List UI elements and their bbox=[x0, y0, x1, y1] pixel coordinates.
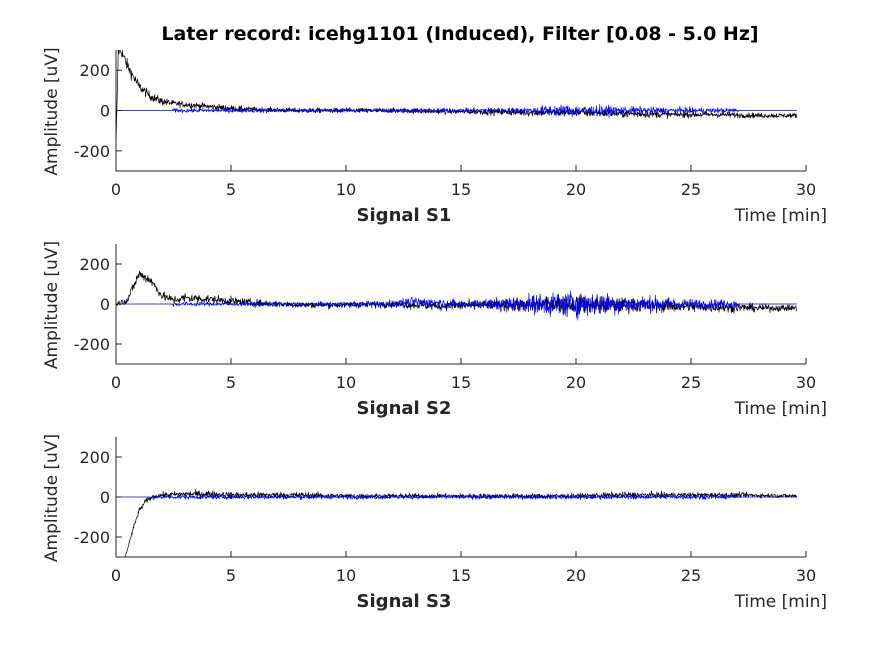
subplot-title: Signal S1 bbox=[357, 205, 452, 226]
x-tick-label: 20 bbox=[566, 566, 586, 585]
y-tick-label: 200 bbox=[79, 448, 110, 467]
x-tick-label: 30 bbox=[796, 566, 816, 585]
x-tick-label: 30 bbox=[796, 180, 816, 199]
x-tick-label: 15 bbox=[451, 180, 471, 199]
y-tick-label: 200 bbox=[79, 255, 110, 274]
series-line-black bbox=[116, 50, 798, 147]
series-line-black bbox=[116, 270, 797, 315]
figure-title: Later record: icehg1101 (Induced), Filte… bbox=[161, 23, 758, 45]
x-axis-label: Time [min] bbox=[734, 592, 827, 612]
series-group bbox=[116, 270, 797, 321]
y-axis-label: Amplitude [uV] bbox=[42, 47, 62, 175]
series-group bbox=[116, 488, 798, 557]
x-tick-label: 5 bbox=[226, 566, 236, 585]
x-tick-label: 10 bbox=[336, 373, 356, 392]
x-tick-label: 0 bbox=[111, 373, 121, 392]
x-tick-label: 20 bbox=[566, 373, 586, 392]
series-group bbox=[116, 50, 798, 147]
y-tick-label: -200 bbox=[74, 528, 110, 547]
x-tick-label: 15 bbox=[451, 566, 471, 585]
x-axis-label: Time [min] bbox=[734, 206, 827, 226]
series-line-blue bbox=[116, 493, 797, 501]
y-tick-label: 200 bbox=[79, 61, 110, 80]
subplot-title: Signal S2 bbox=[357, 398, 452, 419]
y-tick-label: -200 bbox=[74, 142, 110, 161]
x-tick-label: 25 bbox=[681, 373, 701, 392]
x-tick-label: 25 bbox=[681, 566, 701, 585]
x-tick-label: 25 bbox=[681, 180, 701, 199]
y-tick-label: 0 bbox=[100, 488, 110, 507]
x-tick-label: 0 bbox=[111, 566, 121, 585]
y-tick-label: -200 bbox=[74, 335, 110, 354]
x-tick-label: 20 bbox=[566, 180, 586, 199]
x-tick-label: 5 bbox=[226, 373, 236, 392]
series-line-blue bbox=[116, 103, 797, 118]
y-tick-label: 0 bbox=[100, 102, 110, 121]
x-tick-label: 10 bbox=[336, 180, 356, 199]
subplot-title: Signal S3 bbox=[357, 591, 452, 612]
x-tick-label: 5 bbox=[226, 180, 236, 199]
x-tick-label: 30 bbox=[796, 373, 816, 392]
x-tick-label: 10 bbox=[336, 566, 356, 585]
y-axis-label: Amplitude [uV] bbox=[42, 434, 62, 562]
x-tick-label: 15 bbox=[451, 373, 471, 392]
y-tick-label: 0 bbox=[100, 295, 110, 314]
series-line-black bbox=[124, 488, 798, 557]
series-line-blue bbox=[116, 290, 797, 321]
y-axis-label: Amplitude [uV] bbox=[42, 241, 62, 369]
x-axis-label: Time [min] bbox=[734, 399, 827, 419]
x-tick-label: 0 bbox=[111, 180, 121, 199]
